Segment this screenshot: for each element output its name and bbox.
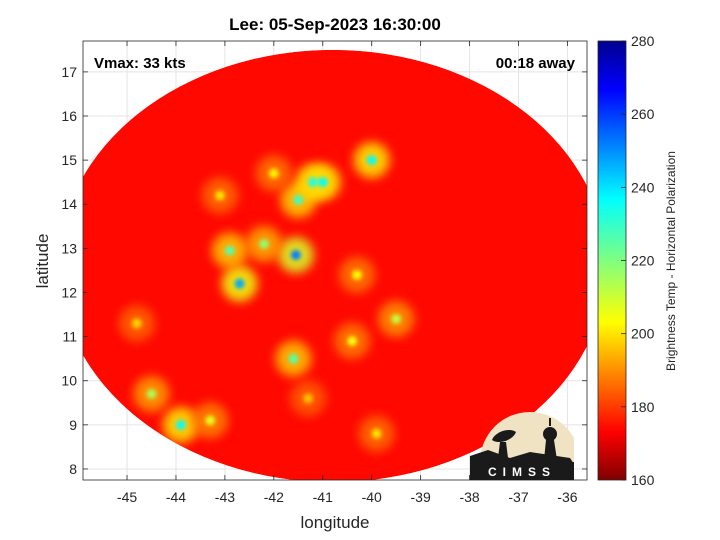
feature-core — [366, 155, 377, 166]
feature-core — [307, 177, 318, 188]
x-axis-label: longitude — [300, 513, 369, 532]
feature-core — [290, 249, 301, 260]
colorbar-tick-label: 280 — [631, 33, 655, 49]
y-axis-label: latitude — [33, 234, 52, 289]
y-tick-label: 11 — [62, 329, 77, 345]
feature-core — [293, 194, 304, 205]
colorbar-tick-label: 200 — [631, 326, 655, 342]
feature-core — [224, 245, 235, 256]
feature-core — [215, 190, 226, 201]
feature-core — [268, 168, 279, 179]
feature-core — [146, 388, 157, 399]
logo-text: CIMSS — [488, 465, 556, 479]
y-tick-label: 12 — [61, 284, 77, 300]
feature-core — [352, 269, 363, 280]
x-tick-label: -38 — [459, 489, 479, 505]
colorbar-tick-label: 160 — [631, 472, 655, 488]
feature-core — [303, 393, 314, 404]
logo-banner — [470, 462, 574, 480]
logo-dish-icon — [492, 429, 516, 458]
swath-background — [83, 49, 587, 480]
time-away-annotation: 00:18 away — [496, 55, 576, 72]
feature-core — [131, 318, 142, 329]
x-tick-label: -44 — [166, 489, 186, 505]
y-tick-label: 13 — [61, 240, 77, 256]
colorbar-ticks: 160 180 200 220 240 260 280 — [621, 33, 655, 488]
feature-core — [391, 313, 402, 324]
feature-core — [371, 428, 382, 439]
x-axis-ticks: -45 -44 -43 -42 -41 -40 -39 -38 -37 -36 — [117, 41, 578, 505]
colorbar-tick-label: 180 — [631, 399, 655, 415]
feature-core — [347, 336, 358, 347]
feature-core — [175, 419, 186, 430]
y-tick-label: 14 — [61, 196, 77, 212]
x-tick-label: -37 — [508, 489, 528, 505]
x-tick-label: -40 — [362, 489, 382, 505]
feature-core — [205, 415, 216, 426]
x-tick-label: -39 — [411, 489, 431, 505]
colorbar-label: Brightness Temp - Horizontal Polarizatio… — [664, 151, 678, 371]
swath-layer — [83, 49, 587, 480]
plot-frame — [82, 40, 588, 481]
y-tick-label: 15 — [61, 152, 77, 168]
chart-title: Lee: 05-Sep-2023 16:30:00 — [229, 15, 441, 34]
y-tick-label: 17 — [61, 64, 77, 80]
y-tick-label: 9 — [69, 417, 77, 433]
feature-core — [234, 278, 245, 289]
x-tick-label: -41 — [313, 489, 333, 505]
colorbar-tick-label: 240 — [631, 179, 655, 195]
x-tick-label: -42 — [264, 489, 284, 505]
x-tick-label: -45 — [117, 489, 137, 505]
feature-core — [317, 177, 328, 188]
y-tick-label: 8 — [69, 461, 77, 477]
logo-building-silhouette — [470, 450, 574, 464]
y-tick-label: 16 — [61, 108, 77, 124]
x-tick-label: -36 — [557, 489, 577, 505]
y-axis-ticks: 8 9 10 11 12 13 14 15 16 17 — [61, 64, 587, 477]
x-tick-label: -43 — [215, 489, 235, 505]
cimss-logo: CIMSS — [470, 412, 580, 512]
feature-core — [259, 238, 270, 249]
feature-core — [288, 353, 299, 364]
colorbar-tick-label: 220 — [631, 253, 655, 269]
vmax-annotation: Vmax: 33 kts — [94, 55, 186, 72]
y-tick-label: 10 — [61, 373, 77, 389]
colorbar-tick-label: 260 — [631, 106, 655, 122]
